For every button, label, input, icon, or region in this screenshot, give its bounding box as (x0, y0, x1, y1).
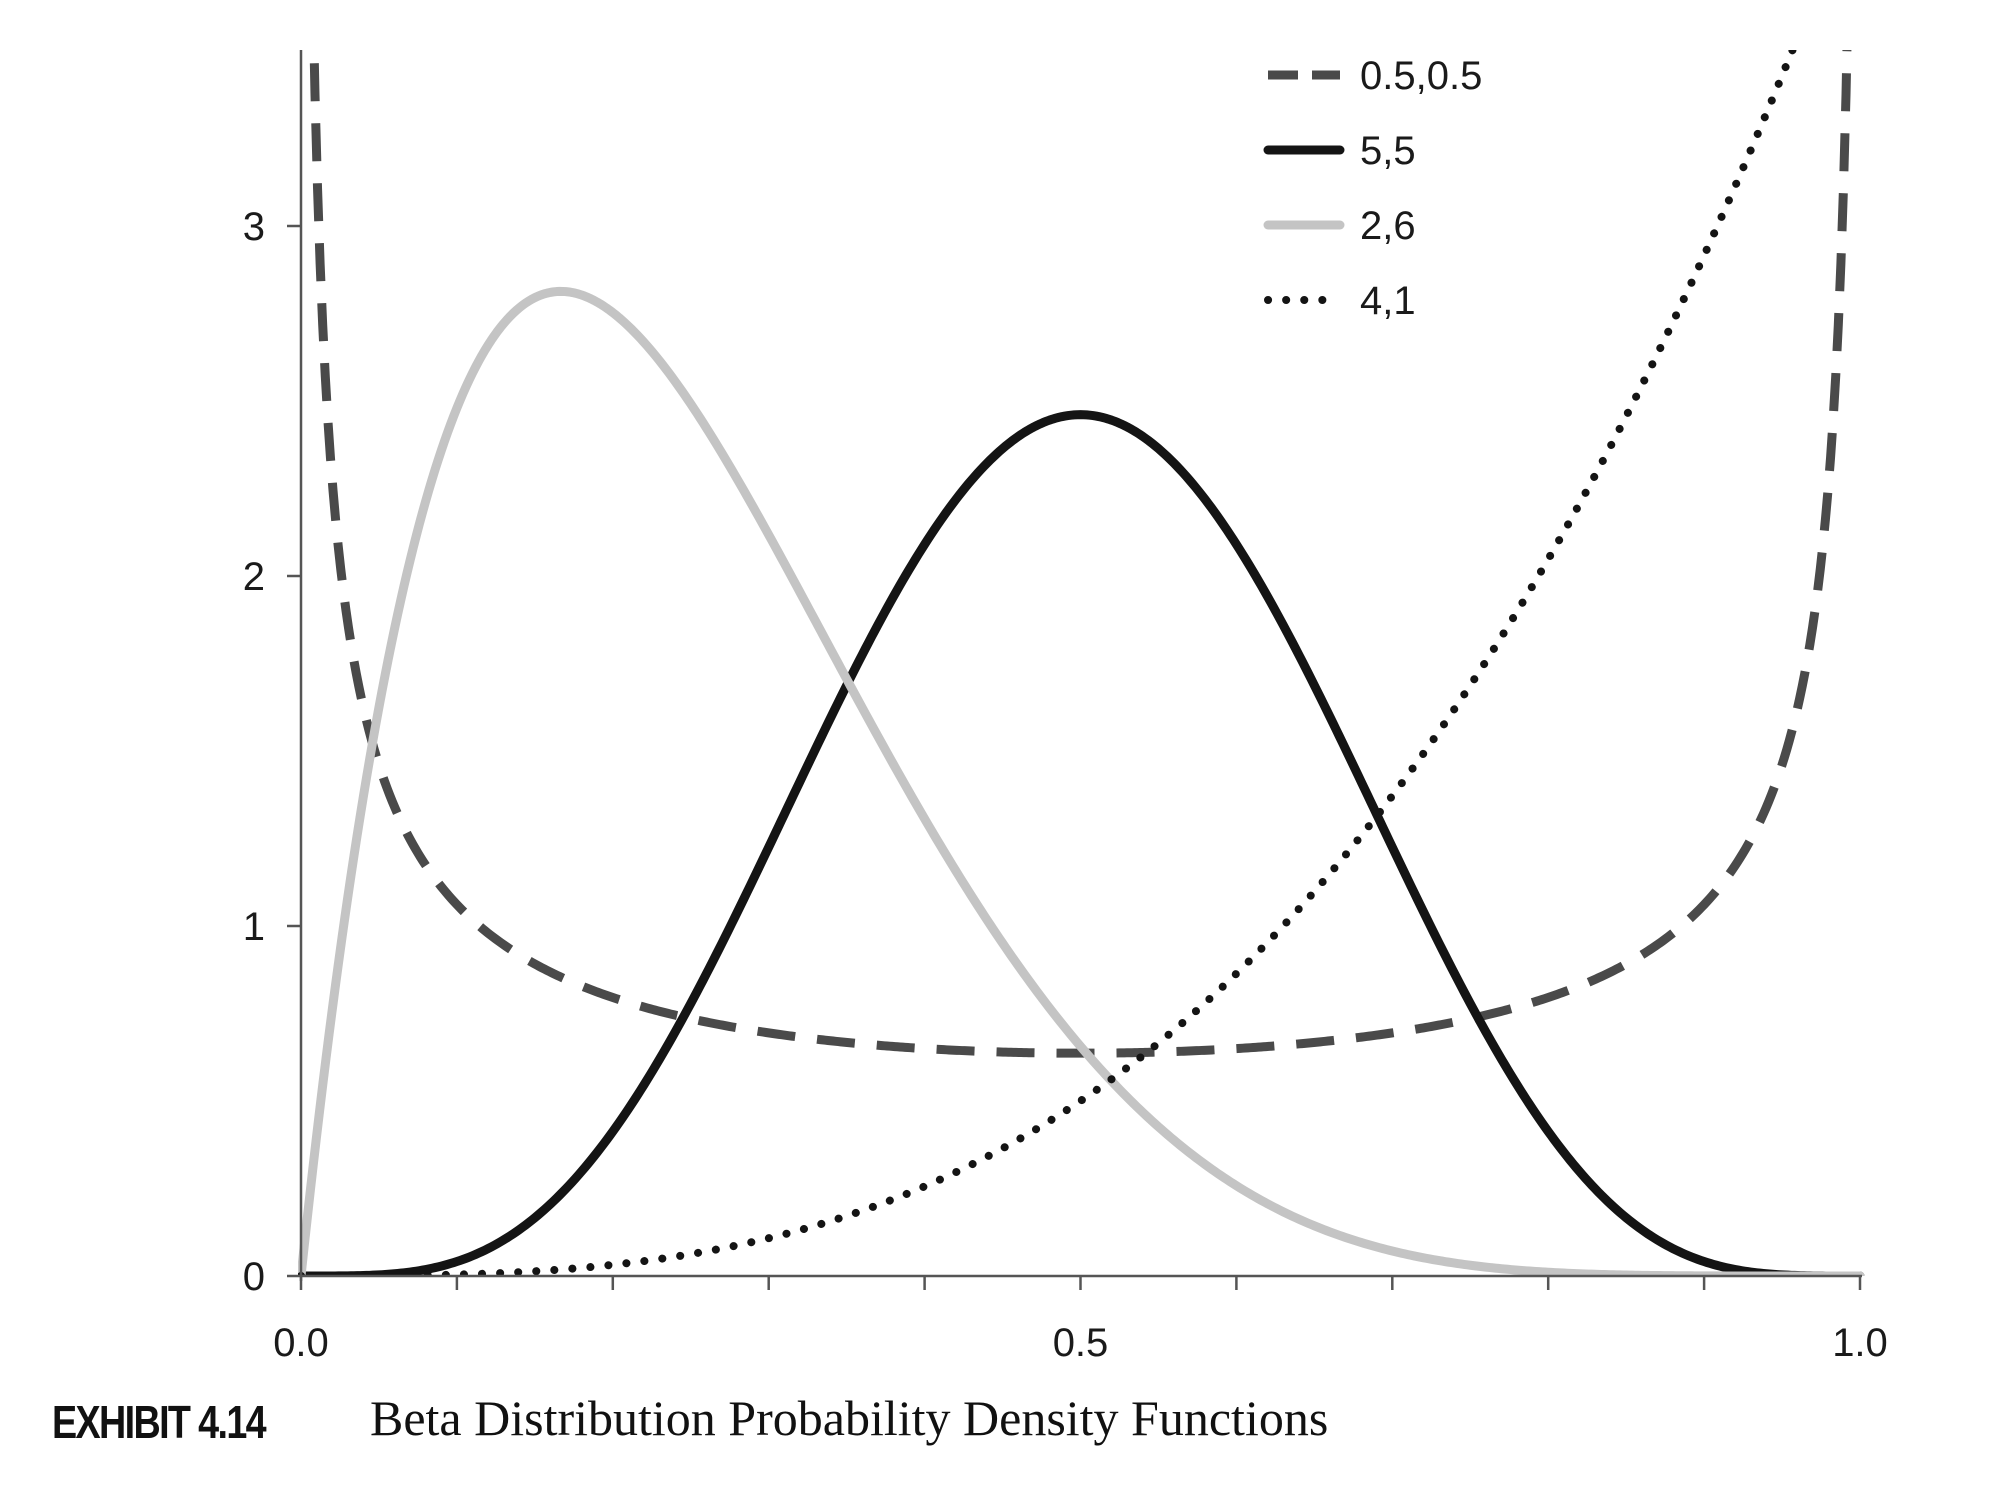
legend-label-2-6: 2,6 (1360, 204, 1416, 248)
series-line-0-5-0-5 (309, 50, 1852, 1058)
legend-label-4-1: 4,1 (1360, 279, 1416, 323)
caption-title: Beta Distribution Probability Density Fu… (370, 1390, 1329, 1446)
x-tick-label-1.0: 1.0 (1832, 1321, 1888, 1365)
x-tick-label-0.5: 0.5 (1053, 1321, 1109, 1365)
y-tick-label-2: 2 (243, 555, 265, 599)
legend-label-5-5: 5,5 (1360, 129, 1416, 173)
series-line-5-5 (298, 410, 1865, 1276)
exhibit-number: EXHIBIT 4.14 (52, 1396, 267, 1448)
y-tick-label-3: 3 (243, 205, 265, 249)
figure-caption: EXHIBIT 4.14 Beta Distribution Probabili… (52, 1390, 1328, 1449)
series-line-4-1 (298, 50, 1797, 1276)
x-tick-label-0.0: 0.0 (273, 1321, 329, 1365)
ticks: 0 1 2 3 0.0 0.5 1.0 (243, 205, 1888, 1365)
series-line-2-6 (298, 286, 1865, 1276)
legend-label-0-5-0-5: 0.5,0.5 (1360, 54, 1482, 98)
series-layer (298, 50, 1865, 1276)
y-tick-label-1: 1 (243, 905, 265, 949)
legend: 0.5,0.5 5,5 2,6 4,1 (1263, 54, 1482, 323)
y-tick-label-0: 0 (243, 1255, 265, 1299)
